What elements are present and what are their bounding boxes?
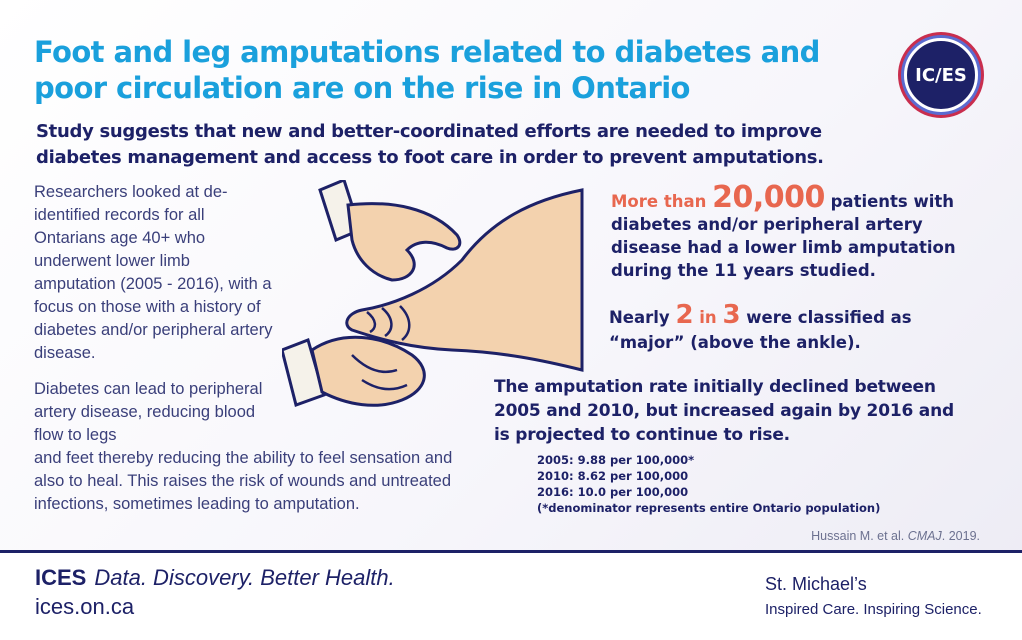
lower-hand xyxy=(310,335,426,407)
stat-major-amputations: Nearly 2 in 3 were classified as “major”… xyxy=(609,300,979,355)
citation-year: . 2019. xyxy=(941,529,980,543)
stat-total-patients: More than 20,000 patients with diabetes … xyxy=(611,183,981,282)
rate-2010: 2010: 8.62 per 100,000 xyxy=(537,469,689,483)
stat-rate-trend: The amputation rate initially declined b… xyxy=(494,377,954,445)
diabetes-paragraph-start: Diabetes can lead to peripheral artery d… xyxy=(34,380,263,444)
ices-url-link[interactable]: ices.on.ca xyxy=(35,594,135,619)
upper-hand xyxy=(346,202,462,282)
lower-sleeve xyxy=(282,338,326,407)
diabetes-paragraph-end: and feet thereby reducing the ability to… xyxy=(34,449,453,513)
footer-bar xyxy=(0,550,1022,640)
stat2-num2: 3 xyxy=(722,300,741,330)
st-michaels-tagline: Inspired Care. Inspiring Science. xyxy=(765,601,982,618)
rate-2016: 2016: 10.0 per 100,000 xyxy=(537,485,689,499)
stat1-prefix: More than xyxy=(611,192,713,211)
rate-2005: 2005: 9.88 per 100,000* xyxy=(537,453,695,467)
toes-lines xyxy=(366,305,411,341)
st-michaels-logo: St. Michael’s xyxy=(765,574,867,594)
stat2-suffix: were classified as “major” (above the an… xyxy=(609,308,912,352)
stat1-number: 20,000 xyxy=(712,180,825,215)
stat2-in: in xyxy=(693,308,723,327)
brand-name: ICES xyxy=(35,565,87,590)
brand-tagline: Data. Discovery. Better Health. xyxy=(94,565,395,590)
lower-hand-fingers xyxy=(351,354,408,391)
rates-list: 2005: 9.88 per 100,000* 2010: 8.62 per 1… xyxy=(537,452,957,516)
stat2-prefix: Nearly xyxy=(609,308,676,327)
rate-footnote: (*denominator represents entire Ontario … xyxy=(537,501,881,515)
hands-holding-foot-illustration xyxy=(282,180,584,407)
stat1-suffix: patients with diabetes and/or peripheral… xyxy=(611,192,956,280)
ices-logo: IC/ES xyxy=(904,38,978,112)
ices-brand: ICES Data. Discovery. Better Health. xyxy=(35,565,395,591)
foot-shape xyxy=(345,188,584,372)
methods-paragraph: Researchers looked at de-identified reco… xyxy=(34,183,273,362)
stat2-num1: 2 xyxy=(675,300,694,330)
page-title: Foot and leg amputations related to diab… xyxy=(34,35,820,105)
citation: Hussain M. et al. CMAJ. 2019. xyxy=(740,529,980,543)
citation-journal: CMAJ xyxy=(907,529,942,543)
page-subtitle: Study suggests that new and better-coord… xyxy=(36,121,824,168)
citation-authors: Hussain M. et al. xyxy=(811,529,908,543)
